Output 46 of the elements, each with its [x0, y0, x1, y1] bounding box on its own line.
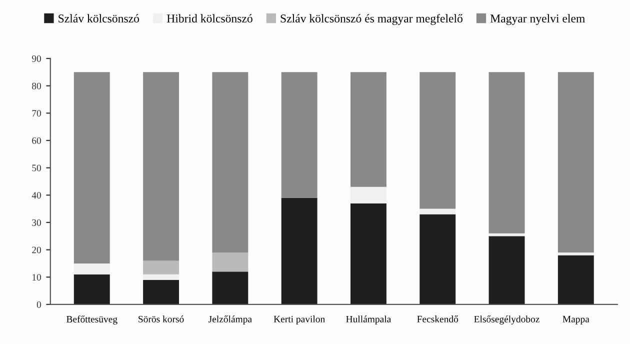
y-tick-label: 90	[32, 55, 41, 62]
bar	[420, 214, 456, 304]
x-tick-label: Hullámpala	[346, 316, 392, 324]
legend-label: Magyar nyelvi elem	[490, 14, 585, 25]
legend-label: Hibrid kölcsönszó	[166, 14, 252, 22]
bar	[74, 72, 110, 264]
bar	[143, 72, 180, 261]
y-tick-label: 80	[32, 82, 41, 90]
legend-label: Szláv kölcsönszó és magyar megfelelő	[280, 14, 462, 25]
bar	[488, 236, 525, 304]
bar	[350, 203, 386, 304]
bar	[488, 72, 525, 234]
bar	[558, 255, 594, 304]
bar	[143, 260, 180, 274]
bar	[212, 272, 248, 304]
y-tick-label: 70	[32, 110, 41, 117]
bar	[143, 274, 180, 280]
x-tick-label: Sörös korsó	[138, 316, 184, 322]
x-tick-label: Jelzőlámpa	[208, 316, 252, 324]
bar	[212, 252, 248, 272]
bar	[212, 72, 248, 253]
bar	[143, 280, 180, 304]
bar	[350, 72, 386, 187]
y-tick-label: 0	[36, 301, 41, 308]
bar	[74, 274, 110, 304]
bar	[488, 233, 525, 236]
y-tick-label: 20	[32, 246, 41, 254]
bar	[420, 208, 456, 214]
bar	[281, 72, 318, 198]
y-tick-label: 60	[32, 137, 41, 144]
bar	[558, 72, 594, 253]
bar	[281, 198, 318, 304]
bar	[558, 252, 594, 256]
x-tick-label: Fecskendő	[417, 316, 458, 322]
x-tick-label: Befőttesüveg	[66, 316, 118, 324]
y-tick-label: 10	[32, 274, 41, 281]
legend-label: Szláv kölcsönszó	[58, 14, 140, 22]
y-tick-label: 40	[32, 192, 41, 199]
bar	[350, 186, 386, 204]
x-tick-label: Kerti pavilon	[274, 316, 325, 324]
y-tick-label: 30	[32, 219, 41, 226]
bar	[74, 263, 110, 274]
x-tick-label: Elsősegélydoboz	[474, 316, 540, 324]
y-tick-label: 50	[32, 164, 41, 172]
bar	[420, 72, 456, 209]
x-tick-label: Mappa	[562, 316, 590, 324]
